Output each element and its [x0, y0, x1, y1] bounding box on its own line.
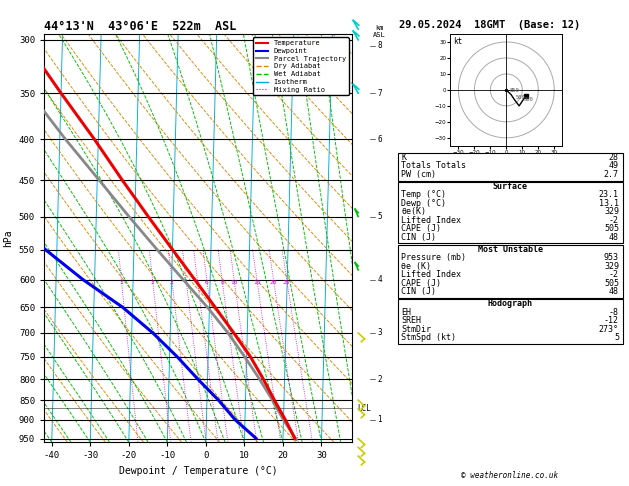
Text: Surface: Surface [493, 182, 528, 191]
Text: 5: 5 [377, 212, 382, 221]
Text: 48: 48 [609, 233, 619, 242]
Text: 13.1: 13.1 [599, 199, 619, 208]
Text: 8: 8 [220, 279, 224, 285]
Text: 49: 49 [609, 161, 619, 171]
Text: K: K [401, 153, 406, 162]
Text: LCL: LCL [357, 404, 370, 413]
Text: -2: -2 [609, 216, 619, 225]
Text: CAPE (J): CAPE (J) [401, 224, 442, 233]
Text: 2: 2 [151, 279, 155, 285]
Text: Lifted Index: Lifted Index [401, 216, 461, 225]
Text: 329: 329 [604, 207, 619, 216]
Text: PW (cm): PW (cm) [401, 170, 437, 179]
Text: 273°: 273° [599, 325, 619, 334]
Text: -12: -12 [604, 316, 619, 325]
Text: 15: 15 [253, 279, 260, 285]
Text: 44°13'N  43°06'E  522m  ASL: 44°13'N 43°06'E 522m ASL [44, 20, 237, 33]
Text: 29.05.2024  18GMT  (Base: 12): 29.05.2024 18GMT (Base: 12) [399, 20, 581, 31]
Text: © weatheronline.co.uk: © weatheronline.co.uk [461, 471, 558, 480]
Text: 500: 500 [516, 95, 526, 101]
Text: 329: 329 [604, 261, 619, 271]
Text: Pressure (mb): Pressure (mb) [401, 253, 466, 262]
Text: 850: 850 [509, 87, 520, 92]
Text: θe(K): θe(K) [401, 207, 426, 216]
Text: θe (K): θe (K) [401, 261, 431, 271]
Text: Dewp (°C): Dewp (°C) [401, 199, 447, 208]
Text: 5: 5 [196, 279, 199, 285]
Text: 7: 7 [377, 88, 382, 98]
Text: StmSpd (kt): StmSpd (kt) [401, 333, 456, 342]
Y-axis label: hPa: hPa [3, 229, 13, 247]
Text: Lifted Index: Lifted Index [401, 270, 461, 279]
Text: 20: 20 [270, 279, 277, 285]
Text: 1: 1 [377, 416, 382, 424]
Text: 3: 3 [170, 279, 174, 285]
Text: 6: 6 [377, 135, 382, 144]
Text: 23.1: 23.1 [599, 190, 619, 199]
Text: 6: 6 [205, 279, 209, 285]
Text: 5: 5 [614, 333, 619, 342]
Text: 3: 3 [377, 329, 382, 337]
Text: 25: 25 [283, 279, 291, 285]
Text: Hodograph: Hodograph [487, 299, 533, 308]
Text: CIN (J): CIN (J) [401, 287, 437, 296]
Text: 10: 10 [230, 279, 238, 285]
Text: Temp (°C): Temp (°C) [401, 190, 447, 199]
Text: 505: 505 [604, 278, 619, 288]
Text: kt: kt [453, 37, 462, 46]
Legend: Temperature, Dewpoint, Parcel Trajectory, Dry Adiabat, Wet Adiabat, Isotherm, Mi: Temperature, Dewpoint, Parcel Trajectory… [253, 37, 348, 95]
Text: 4: 4 [184, 279, 188, 285]
Text: -8: -8 [609, 308, 619, 317]
Text: CAPE (J): CAPE (J) [401, 278, 442, 288]
Text: 2.7: 2.7 [604, 170, 619, 179]
Text: 953: 953 [604, 253, 619, 262]
Text: 1: 1 [120, 279, 123, 285]
Text: 505: 505 [604, 224, 619, 233]
Text: Most Unstable: Most Unstable [477, 244, 543, 254]
Text: 2: 2 [377, 375, 382, 383]
Text: 8: 8 [377, 41, 382, 50]
Text: Totals Totals: Totals Totals [401, 161, 466, 171]
Text: 4: 4 [377, 275, 382, 284]
X-axis label: Dewpoint / Temperature (°C): Dewpoint / Temperature (°C) [119, 466, 277, 476]
Text: 48: 48 [609, 287, 619, 296]
Text: EH: EH [401, 308, 411, 317]
Text: 28: 28 [609, 153, 619, 162]
Text: 300: 300 [524, 97, 533, 102]
Text: SREH: SREH [401, 316, 421, 325]
Text: km
ASL: km ASL [373, 25, 386, 38]
Text: -2: -2 [609, 270, 619, 279]
Text: CIN (J): CIN (J) [401, 233, 437, 242]
Text: StmDir: StmDir [401, 325, 431, 334]
